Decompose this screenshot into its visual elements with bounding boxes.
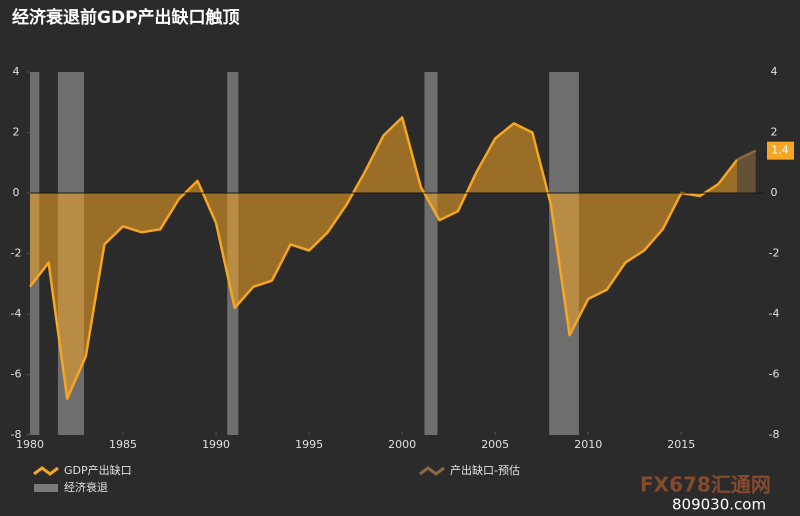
area-fill (737, 150, 756, 193)
y-tick-label: -8 (11, 428, 22, 441)
recession-band (424, 72, 438, 435)
watermark: 809030.com (672, 496, 766, 514)
x-tick-label: 2010 (574, 438, 602, 451)
y-tick-label: 4 (13, 65, 20, 78)
y2-tick-label: 2 (771, 126, 778, 139)
line (736, 149, 757, 161)
line (29, 116, 739, 400)
legend-swatch (34, 484, 58, 492)
watermark: FX678汇通网 (640, 473, 771, 497)
y2-tick-label: 4 (771, 65, 778, 78)
legend-label: 经济衰退 (64, 480, 108, 494)
y-tick-label: 0 (13, 186, 20, 199)
y2-tick-label: -6 (769, 368, 780, 381)
chart-title: 经济衰退前GDP产出缺口触顶 (12, 7, 240, 28)
x-tick-label: 2005 (481, 438, 509, 451)
x-tick-label: 1980 (16, 438, 44, 451)
x-tick-label: 1990 (202, 438, 230, 451)
y-tick-label: -2 (11, 247, 22, 260)
y-tick-label: 2 (13, 126, 20, 139)
value-label-box (767, 141, 794, 160)
x-tick-label: 2000 (388, 438, 416, 451)
x-tick-label: 2015 (667, 438, 695, 451)
y2-tick-label: 0 (771, 186, 778, 199)
x-tick-label: 1995 (295, 438, 323, 451)
legend-label: GDP产出缺口 (64, 463, 132, 477)
y2-tick-label: -8 (769, 428, 780, 441)
y-tick-label: -6 (11, 368, 22, 381)
y2-tick-label: -4 (769, 307, 780, 320)
y-tick-label: -4 (11, 307, 22, 320)
area-fill (30, 117, 738, 399)
legend-line (33, 466, 59, 476)
legend-label: 产出缺口-预估 (450, 463, 520, 477)
x-tick-label: 1985 (109, 438, 137, 451)
legend-line (419, 466, 445, 476)
y2-tick-label: -2 (769, 247, 780, 260)
value-label: 1.4 (771, 144, 789, 157)
